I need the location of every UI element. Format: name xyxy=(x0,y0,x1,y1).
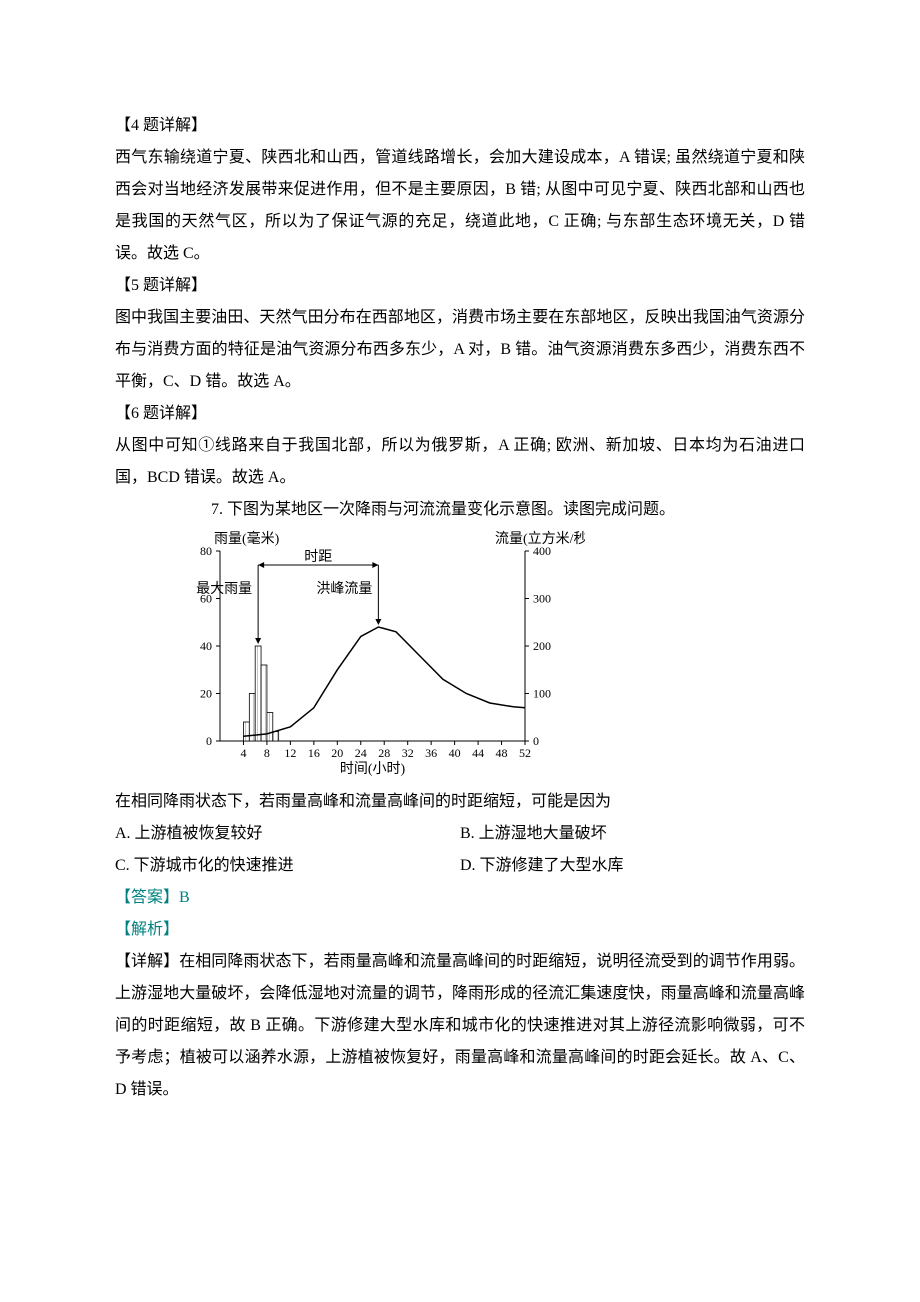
q6-body: 从图中可知①线路来自于我国北部，所以为俄罗斯，A 正确; 欧洲、新加坡、日本均为… xyxy=(115,430,805,494)
svg-text:100: 100 xyxy=(533,687,551,701)
svg-text:最大雨量: 最大雨量 xyxy=(196,581,252,597)
svg-text:40: 40 xyxy=(200,639,212,653)
svg-text:20: 20 xyxy=(200,687,212,701)
option-d: D. 下游修建了大型水库 xyxy=(460,850,805,882)
svg-text:48: 48 xyxy=(496,746,508,760)
q7-post: 在相同降雨状态下，若雨量高峰和流量高峰间的时距缩短，可能是因为 xyxy=(115,786,805,818)
svg-text:雨量(毫米): 雨量(毫米) xyxy=(214,530,280,547)
q6-header: 【6 题详解】 xyxy=(115,398,805,430)
q7-expl-body: 【详解】在相同降雨状态下，若雨量高峰和流量高峰间的时距缩短，说明径流受到的调节作… xyxy=(115,946,805,1106)
q7-expl-label: 【解析】 xyxy=(115,914,805,946)
svg-text:80: 80 xyxy=(200,544,212,558)
q7-options: A. 上游植被恢复较好 B. 上游湿地大量破坏 C. 下游城市化的快速推进 D.… xyxy=(115,818,805,882)
q4-header: 【4 题详解】 xyxy=(115,110,805,142)
svg-text:4: 4 xyxy=(240,746,246,760)
svg-text:8: 8 xyxy=(264,746,270,760)
q5-body: 图中我国主要油田、天然气田分布在西部地区，消费市场主要在东部地区，反映出我国油气… xyxy=(115,302,805,398)
page: 【4 题详解】 西气东输绕道宁夏、陕西北和山西，管道线路增长，会加大建设成本，A… xyxy=(0,0,920,1302)
svg-text:52: 52 xyxy=(519,746,531,760)
svg-text:32: 32 xyxy=(402,746,414,760)
option-c: C. 下游城市化的快速推进 xyxy=(115,850,460,882)
svg-text:300: 300 xyxy=(533,592,551,606)
svg-text:时间(小时): 时间(小时) xyxy=(340,761,406,777)
svg-text:0: 0 xyxy=(206,734,212,748)
q4-body: 西气东输绕道宁夏、陕西北和山西，管道线路增长，会加大建设成本，A 错误; 虽然绕… xyxy=(115,142,805,270)
q5-header: 【5 题详解】 xyxy=(115,270,805,302)
svg-text:时距: 时距 xyxy=(304,549,332,565)
svg-text:40: 40 xyxy=(449,746,461,760)
svg-text:洪峰流量: 洪峰流量 xyxy=(316,581,372,597)
svg-text:流量(立方米/秒): 流量(立方米/秒) xyxy=(495,531,585,547)
chart-container: 020406080雨量(毫米)0100200300400流量(立方米/秒)481… xyxy=(165,526,805,786)
svg-text:12: 12 xyxy=(284,746,296,760)
option-b: B. 上游湿地大量破坏 xyxy=(460,818,805,850)
svg-text:200: 200 xyxy=(533,639,551,653)
svg-text:44: 44 xyxy=(472,746,484,760)
q7-answer: 【答案】B xyxy=(115,882,805,914)
option-a: A. 上游植被恢复较好 xyxy=(115,818,460,850)
svg-text:0: 0 xyxy=(533,734,539,748)
svg-text:20: 20 xyxy=(331,746,343,760)
svg-text:24: 24 xyxy=(355,746,367,760)
svg-text:16: 16 xyxy=(308,746,320,760)
svg-text:28: 28 xyxy=(378,746,390,760)
q7-intro: 7. 下图为某地区一次降雨与河流流量变化示意图。读图完成问题。 xyxy=(115,494,805,526)
rain-flow-chart: 020406080雨量(毫米)0100200300400流量(立方米/秒)481… xyxy=(165,526,585,786)
svg-text:36: 36 xyxy=(425,746,437,760)
